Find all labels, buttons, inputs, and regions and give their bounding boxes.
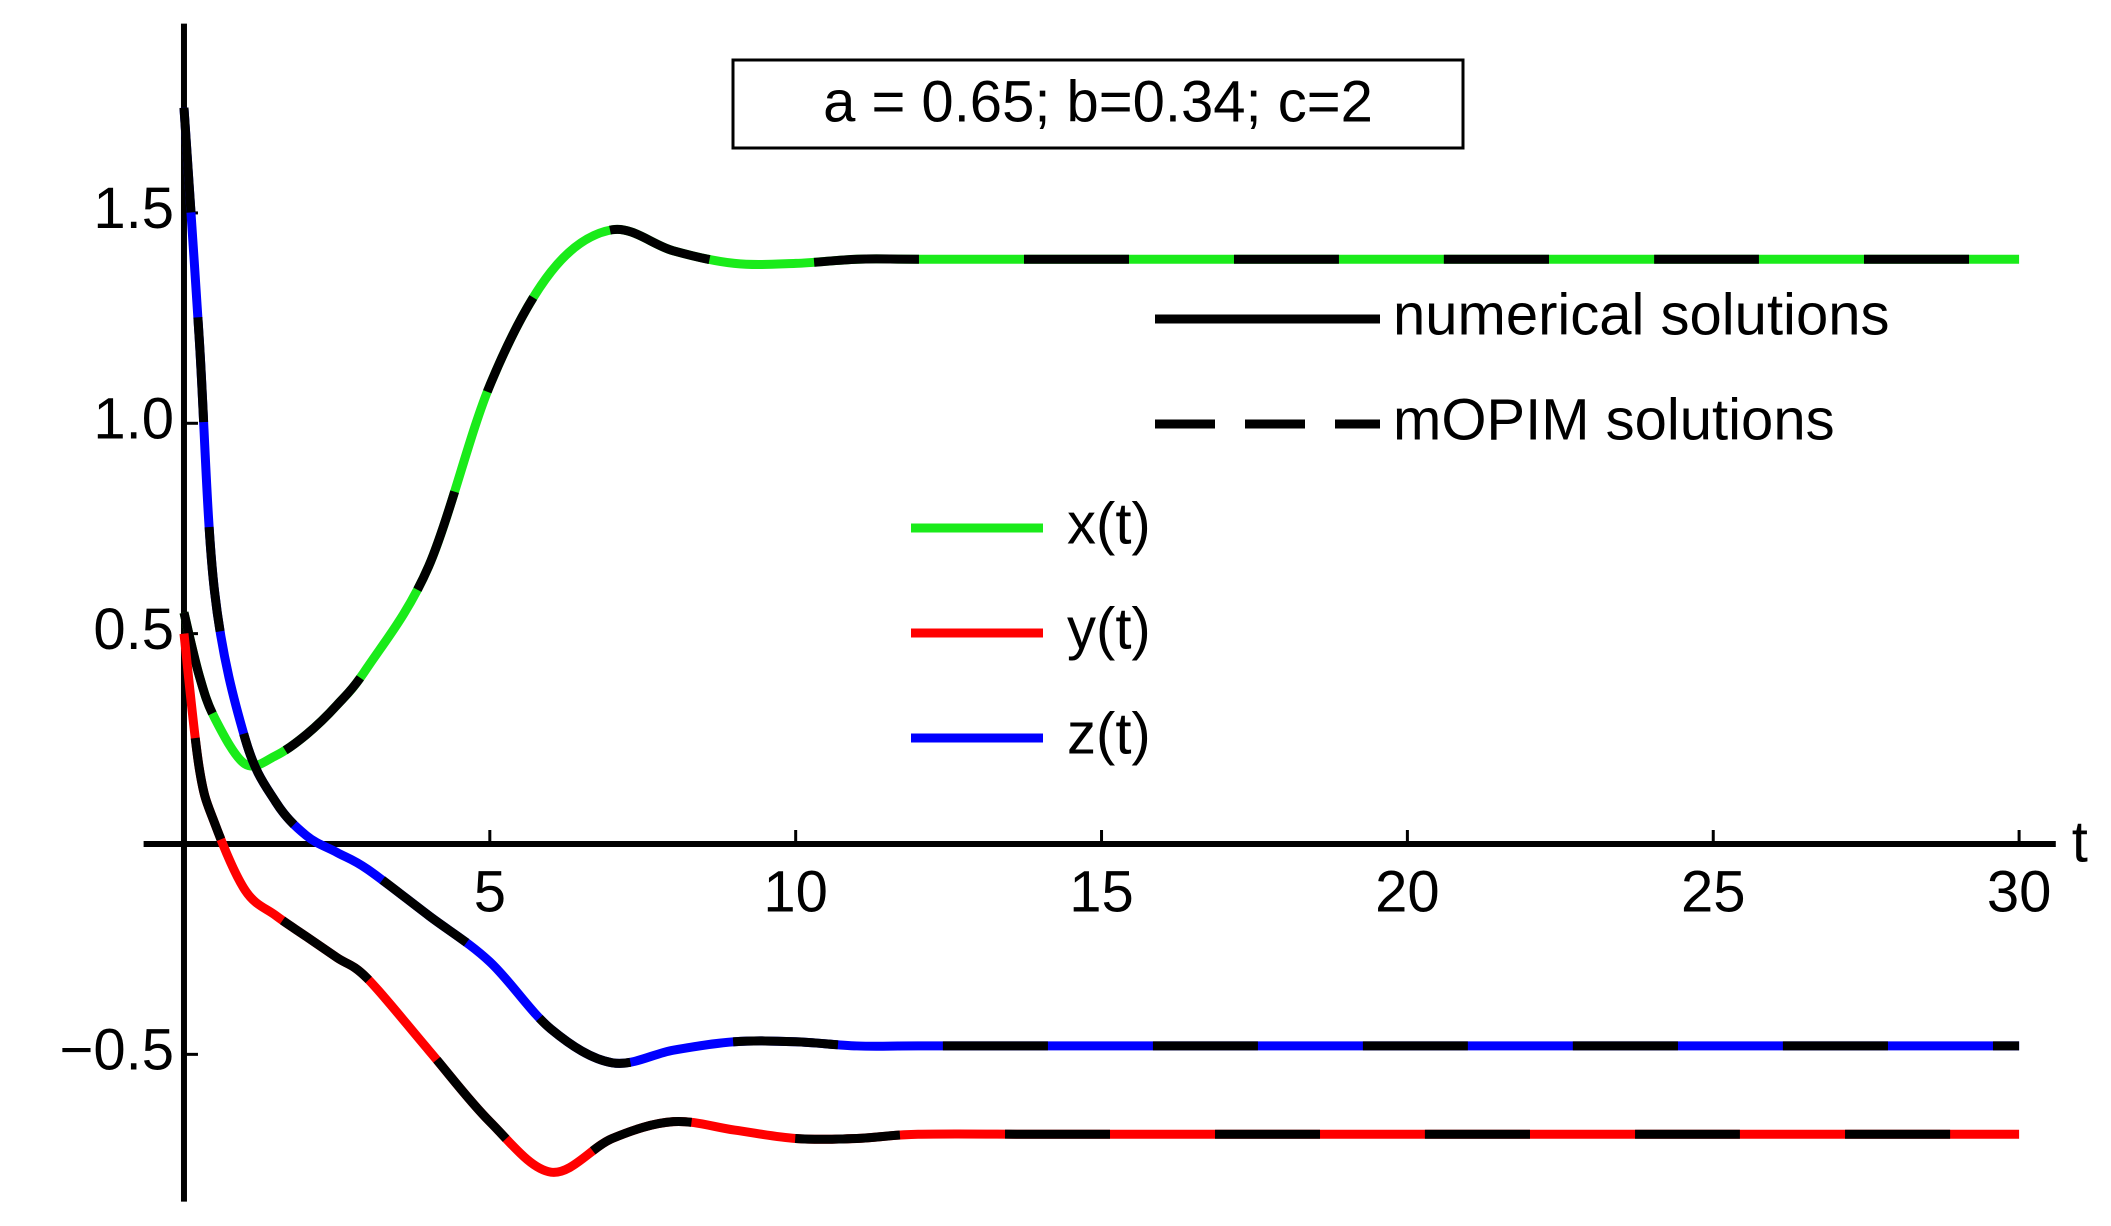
series-dashed-line [179, 633, 2020, 1177]
legend-label: x(t) [1067, 491, 1151, 556]
legend-label: y(t) [1067, 596, 1151, 661]
x-tick-label: 15 [1069, 859, 1134, 924]
legend-style-label: mOPIM solutions [1393, 387, 1835, 452]
y-tick-label: 1.0 [93, 387, 174, 452]
legend-label: z(t) [1067, 701, 1151, 766]
y-tick-label: 1.5 [93, 176, 174, 241]
x-tick-label: 10 [763, 859, 828, 924]
series-line [179, 107, 2020, 1068]
series-dashed-line [179, 224, 2020, 771]
x-axis-label: t [2072, 809, 2088, 874]
x-tick-label: 5 [474, 859, 506, 924]
annotation: a = 0.65; b=0.34; c=2 [823, 69, 1373, 134]
y-tick-label: 0.5 [93, 597, 174, 662]
legend-style-label: numerical solutions [1393, 282, 1889, 347]
annotation-box [731, 58, 1465, 150]
x-tick-label: 30 [1987, 859, 2052, 924]
x-tick-label: 20 [1375, 859, 1440, 924]
y-tick-label: −0.5 [59, 1018, 174, 1083]
x-tick-label: 25 [1681, 859, 1746, 924]
